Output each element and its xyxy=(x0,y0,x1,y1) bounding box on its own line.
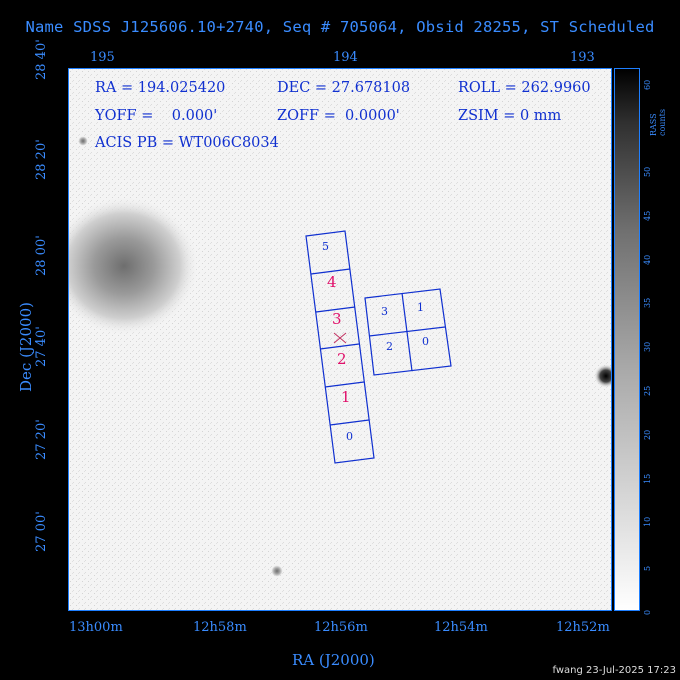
roll-value: ROLL = 262.9960 xyxy=(458,80,591,96)
colorbar-tick-20: 20 xyxy=(643,429,652,440)
chip-label-i3: 3 xyxy=(381,305,388,318)
ra-tick-12h56m: 12h56m xyxy=(314,620,368,635)
chip-label-s1: 1 xyxy=(341,388,351,406)
dec-tick-27-20: 27 20' xyxy=(34,419,49,460)
chip-label-i2: 2 xyxy=(386,340,393,353)
y-axis-title: Dec (J2000) xyxy=(17,302,35,392)
chip-divider xyxy=(324,381,365,388)
dec-tick-28-40: 28 40' xyxy=(34,39,49,80)
colorbar-tick-10: 10 xyxy=(643,517,652,528)
colorbar-tick-50: 50 xyxy=(643,166,652,178)
ra-tick-13h00m: 13h00m xyxy=(69,620,123,635)
zsim-value: ZSIM = 0 mm xyxy=(458,108,562,124)
chip-label-s5: 5 xyxy=(322,240,329,253)
colorbar-tick-60: 60 xyxy=(643,79,652,90)
footer-stamp: fwang 23-Jul-2025 17:23 xyxy=(552,665,676,676)
ra-tick-12h54m: 12h54m xyxy=(434,620,488,635)
dec-tick-27-00: 27 00' xyxy=(34,511,49,552)
colorbar xyxy=(614,68,640,611)
figure-title: Name SDSS J125606.10+2740, Seq # 705064,… xyxy=(25,18,655,36)
chip-label-s4: 4 xyxy=(327,273,337,291)
chip-label-s0: 0 xyxy=(346,430,353,443)
acis-pb-value: ACIS PB = WT006C8034 xyxy=(95,135,279,151)
top-tick-195: 195 xyxy=(90,50,115,65)
colorbar-label: RASS counts xyxy=(649,109,667,136)
chip-label-s3: 3 xyxy=(332,310,342,328)
dec-tick-28-00: 28 00' xyxy=(34,235,49,276)
colorbar-tick-15: 15 xyxy=(643,473,652,484)
dec-value: DEC = 27.678108 xyxy=(277,80,411,96)
top-tick-194: 194 xyxy=(333,50,358,65)
sky-image xyxy=(68,68,612,611)
sky-image-svg xyxy=(69,69,611,610)
bright-point-source xyxy=(594,364,611,388)
diffuse-source xyxy=(69,196,199,336)
ra-tick-12h58m: 12h58m xyxy=(193,620,247,635)
chip-label-s2: 2 xyxy=(337,350,347,368)
colorbar-tick-45: 45 xyxy=(643,210,652,221)
dec-tick-27-40: 27 40' xyxy=(34,326,49,367)
chip-divider xyxy=(329,419,370,426)
colorbar-tick-5: 5 xyxy=(643,566,652,572)
chip-divider xyxy=(319,343,360,350)
acis-i-array-outline xyxy=(364,288,452,376)
aimpoint-marker xyxy=(333,332,347,344)
zoff-value: ZOFF = 0.0000' xyxy=(277,108,400,124)
chip-label-i0: 0 xyxy=(422,335,429,348)
ra-value: RA = 194.025420 xyxy=(95,80,226,96)
colorbar-tick-40: 40 xyxy=(643,254,652,265)
faint-source xyxy=(78,136,88,146)
chip-divider xyxy=(315,306,356,313)
faint-source xyxy=(271,565,283,577)
chip-label-i1: 1 xyxy=(417,301,424,314)
colorbar-tick-30: 30 xyxy=(643,342,652,353)
dec-tick-28-20: 28 20' xyxy=(34,139,49,180)
colorbar-tick-25: 25 xyxy=(643,385,652,397)
top-tick-193: 193 xyxy=(570,50,595,65)
chip-divider xyxy=(310,268,351,275)
colorbar-tick-35: 35 xyxy=(643,298,652,309)
colorbar-tick-0: 0 xyxy=(643,609,652,615)
ra-tick-12h52m: 12h52m xyxy=(556,620,610,635)
chip-divider xyxy=(368,326,446,337)
yoff-value: YOFF = 0.000' xyxy=(95,108,218,124)
x-axis-title: RA (J2000) xyxy=(292,651,375,669)
